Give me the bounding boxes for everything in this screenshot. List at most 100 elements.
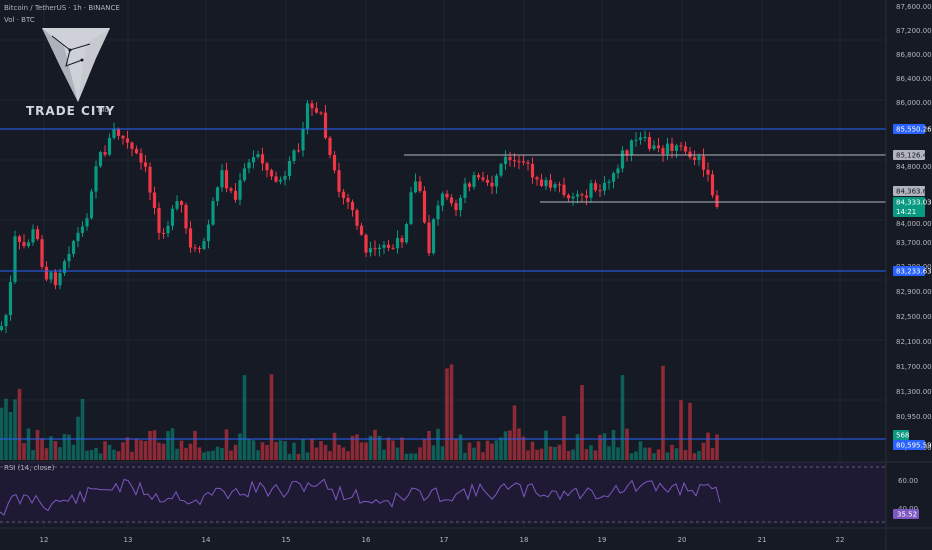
volume-bar	[269, 374, 274, 460]
price-tick: 81,700.00	[896, 363, 932, 371]
volume-bar	[611, 430, 616, 460]
volume-bar	[121, 442, 125, 460]
candle-body	[409, 192, 413, 225]
candle-body	[346, 198, 350, 202]
volume-bar	[391, 440, 395, 460]
candle-body	[166, 226, 170, 234]
candle-countdown: 14:21	[896, 208, 916, 216]
candle-body	[53, 272, 58, 286]
volume-bar	[476, 441, 481, 460]
candle-body	[643, 137, 647, 138]
volume-bar	[386, 437, 391, 460]
volume-bar	[260, 442, 265, 460]
candle-body	[17, 236, 22, 242]
candle-body	[58, 273, 62, 286]
volume-bar	[242, 375, 247, 460]
volume-bar	[458, 434, 463, 460]
volume-bar	[80, 398, 85, 460]
volume-bar	[404, 453, 409, 460]
volume-bar	[89, 450, 94, 460]
candle-body	[553, 184, 557, 188]
volume-bar	[409, 453, 413, 460]
volume-bar	[472, 447, 476, 460]
symbol-title[interactable]: Bitcoin / TetherUS · 1h · BINANCE	[4, 4, 120, 12]
candle-body	[130, 142, 134, 149]
rsi-bands	[0, 466, 886, 523]
candle-body	[647, 137, 652, 149]
candle-body	[193, 247, 197, 249]
volume-bar	[395, 447, 400, 460]
candle-body	[337, 170, 341, 192]
candle-body	[418, 181, 422, 191]
candle-body	[382, 244, 386, 248]
price-axis[interactable]: 87,600.00 87,200.00 86,800.00 86,400.00 …	[893, 3, 932, 452]
volume-bar	[346, 451, 350, 460]
candle-body	[67, 253, 71, 262]
volume-bar	[301, 439, 305, 460]
candle-body	[364, 234, 368, 253]
volume-bar	[4, 398, 8, 460]
volume-bar	[125, 437, 130, 460]
volume-bar	[539, 448, 544, 460]
volume-bar	[368, 435, 373, 460]
candle-body	[391, 247, 395, 249]
volume-bar	[634, 451, 638, 460]
volume-bar	[589, 445, 593, 460]
candle-body	[31, 229, 35, 243]
candle-body	[530, 164, 535, 178]
candle-body	[323, 112, 328, 138]
candle-body	[517, 161, 521, 163]
candle-body	[436, 205, 440, 220]
candle-body	[589, 183, 593, 198]
time-tick: 12	[40, 536, 49, 544]
volume-bar	[143, 441, 148, 460]
volume-bar	[305, 452, 310, 460]
volume-legend[interactable]: Vol · BTC	[4, 16, 35, 24]
volume-bar	[548, 446, 553, 460]
candle-body	[620, 150, 625, 169]
candle-body	[94, 166, 98, 192]
volume-bars	[0, 364, 719, 460]
volume-bar	[107, 444, 112, 460]
volume-bar	[314, 447, 319, 460]
candle-body	[341, 191, 346, 198]
price-tick: 83,700.00	[896, 239, 932, 247]
volume-bar	[557, 444, 562, 460]
volume-bar	[575, 434, 580, 460]
time-axis[interactable]: 12 13 14 15 16 17 18 19 20 21 22	[40, 536, 845, 544]
candle-body	[251, 157, 256, 163]
candle-body	[526, 162, 530, 164]
volume-bar	[251, 440, 256, 460]
volume-bar	[562, 416, 566, 460]
volume-bar	[494, 440, 499, 460]
candle-body	[634, 139, 638, 141]
volume-bar	[580, 385, 584, 460]
candle-body	[557, 184, 562, 186]
rsi-legend[interactable]: RSI (14, close)	[4, 464, 55, 472]
rsi-pane-background	[0, 462, 886, 524]
candle-body	[265, 163, 269, 171]
volume-badge: 568	[893, 430, 909, 440]
candle-body	[503, 156, 508, 165]
time-tick: 15	[282, 536, 291, 544]
volume-bar	[283, 441, 287, 460]
volume-bar	[53, 441, 58, 460]
volume-bar	[544, 430, 548, 460]
rsi-line	[0, 478, 721, 516]
volume-bar	[112, 449, 116, 460]
candle-body	[440, 193, 445, 206]
candle-body	[76, 232, 80, 242]
time-tick: 16	[362, 536, 371, 544]
candlestick-series	[0, 100, 719, 334]
volume-bar	[319, 441, 323, 460]
volume-bar	[22, 443, 26, 460]
volume-bar	[62, 434, 67, 460]
volume-bar	[328, 451, 332, 460]
candle-body	[301, 128, 305, 151]
volume-bar	[179, 440, 184, 460]
candle-body	[706, 169, 710, 175]
candle-body	[467, 183, 472, 187]
volume-bar	[629, 453, 634, 460]
volume-bar	[665, 452, 670, 460]
